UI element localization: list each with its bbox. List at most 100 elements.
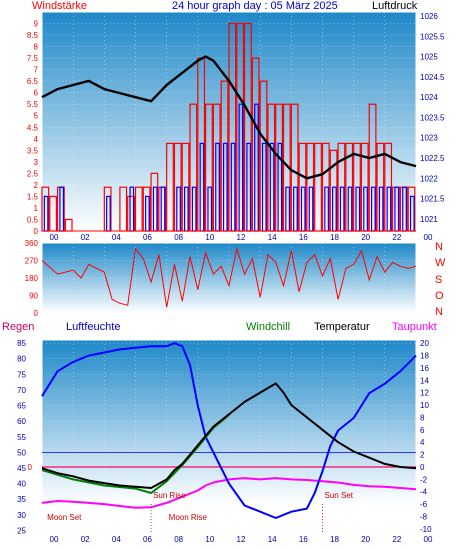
x-tick-label: 08	[174, 535, 183, 544]
y-left-tick-label: 0	[34, 309, 39, 318]
y-left-tick-label: 85	[17, 339, 26, 348]
panel1-y-right-ticks: 1021 1021.5 1022 1022.5 1023 1023.5 1024 1024.5…	[420, 12, 445, 224]
humidity-label: Luftfeuchte	[66, 321, 120, 333]
direction-label-o: O	[435, 290, 444, 302]
y-right-tick-label: 1026	[420, 12, 438, 21]
y-right-tick-label: 4	[420, 438, 425, 447]
x-tick-label: 08	[174, 233, 183, 242]
panel3-grid: 0	[28, 340, 417, 532]
wind-strength-label: Windstärke	[32, 0, 87, 12]
y-right-tick-label: -4	[420, 488, 428, 497]
y-left-tick-label: 80	[17, 355, 26, 364]
y-left-tick-label: 0.5	[27, 215, 39, 224]
y-right-tick-label: -10	[420, 525, 432, 534]
x-tick-label: 06	[143, 535, 152, 544]
y-left-tick-label: 8	[34, 43, 39, 52]
y-left-tick-label: 4.5	[27, 123, 39, 132]
y-right-tick-label: 1022.5	[420, 154, 445, 163]
y-left-tick-label: 65	[17, 402, 26, 411]
y-right-tick-label: 1021	[420, 215, 438, 224]
y-left-tick-label: 6	[34, 89, 39, 98]
panel3-y-left-ticks: 25 30 35 40 45 50 55 60 65 70 75 80 85	[17, 339, 26, 535]
direction-label-s: S	[435, 274, 442, 286]
y-left-tick-label: 180	[25, 274, 39, 283]
y-left-tick-label: 6.5	[27, 77, 39, 86]
y-right-tick-label: 18	[420, 351, 429, 360]
y-right-tick-label: -6	[420, 500, 428, 509]
x-tick-label: 20	[361, 535, 370, 544]
y-left-tick-label: 90	[29, 292, 38, 301]
y-left-tick-label: 9	[34, 20, 39, 29]
panel3-y-right-ticks: -10 -8 -6 -4 -2 0 2 4 6 8 10 12 14 16 18 20	[420, 339, 432, 534]
annotation-label: Sun Rise	[153, 491, 186, 500]
x-tick-label: 12	[237, 233, 246, 242]
y-left-tick-label: 4	[34, 135, 39, 144]
x-tick-label: 16	[299, 233, 308, 242]
x-tick-label: 00	[50, 535, 59, 544]
x-tick-label: 16	[299, 535, 308, 544]
dewpoint-label: Taupunkt	[392, 321, 437, 333]
y-left-tick-label: 60	[17, 417, 26, 426]
y-left-tick-label: 7	[34, 66, 39, 75]
y-right-tick-label: 8	[420, 413, 425, 422]
panel2-direction-line	[41, 246, 417, 308]
y-left-tick-label: 3	[34, 158, 39, 167]
y-left-tick-label: 45	[17, 464, 26, 473]
y-left-tick-label: 8.5	[27, 31, 39, 40]
temperature-series-line	[41, 382, 417, 489]
y-left-tick-label: 3.5	[27, 146, 39, 155]
direction-label-w: W	[435, 257, 446, 269]
y-right-tick-label: 0	[420, 463, 425, 472]
temperature-label: Temperatur	[314, 321, 370, 333]
windchill-label: Windchill	[246, 321, 290, 333]
panel1-bars	[41, 22, 416, 232]
panel1-pressure-line	[41, 55, 417, 180]
page-title: 24 hour graph day : 05 März 2025	[172, 0, 338, 12]
x-tick-label: 22	[392, 535, 401, 544]
x-tick-label: 06	[143, 233, 152, 242]
y-left-tick-label: 5	[34, 112, 39, 121]
y-left-tick-label: 25	[17, 526, 26, 535]
y-right-tick-label: 20	[420, 339, 429, 348]
y-left-tick-label: 75	[17, 370, 26, 379]
y-right-tick-label: 1021.5	[420, 195, 445, 204]
y-left-tick-label: 30	[17, 511, 26, 520]
y-left-tick-label: 40	[17, 480, 26, 489]
y-left-tick-label: 1.5	[27, 192, 39, 201]
y-right-tick-label: 10	[420, 401, 429, 410]
panel3-lines	[41, 342, 417, 519]
dewpoint-series-line	[41, 477, 417, 509]
x-tick-label: 10	[205, 535, 214, 544]
panel-wind-direction	[41, 242, 417, 314]
x-tick-label: 20	[361, 233, 370, 242]
humidity-series-line	[41, 342, 417, 519]
y-left-tick-label: 55	[17, 433, 26, 442]
y-left-tick-label: 70	[17, 386, 26, 395]
y-right-tick-label: 1025.5	[420, 32, 445, 41]
panel3-x-ticks: 00 02 04 06 08 10 12 14 16 18 20 22 00	[50, 535, 433, 544]
x-tick-label: 10	[205, 233, 214, 242]
direction-label-n2: N	[435, 306, 443, 318]
y-right-tick-label: 1023.5	[420, 113, 445, 122]
x-tick-label: 02	[81, 535, 90, 544]
annotation-label: Moon Set	[47, 513, 82, 522]
y-right-tick-label: 14	[420, 376, 429, 385]
x-tick-label: 22	[392, 233, 401, 242]
y-right-tick-label: -8	[420, 513, 428, 522]
x-tick-label: 18	[330, 233, 339, 242]
panel1-x-ticks: 00 02 04 06 08 10 12 14 16 18 20 22 00	[50, 233, 433, 242]
y-left-tick-label: 50	[17, 448, 26, 457]
y-left-tick-label: 1	[34, 204, 39, 213]
x-tick-label: 04	[112, 233, 121, 242]
y-left-tick-label: 2.5	[27, 169, 39, 178]
y-right-tick-label: 1024	[420, 93, 438, 102]
annotation-label: Sun Set	[325, 491, 354, 500]
pressure-series-line	[41, 55, 417, 180]
annotation-label: Moon Rise	[169, 513, 208, 522]
y-right-tick-label: 12	[420, 389, 429, 398]
y-left-tick-label: 5.5	[27, 100, 39, 109]
zero-line-label: 0	[28, 463, 33, 472]
x-tick-label: 12	[237, 535, 246, 544]
